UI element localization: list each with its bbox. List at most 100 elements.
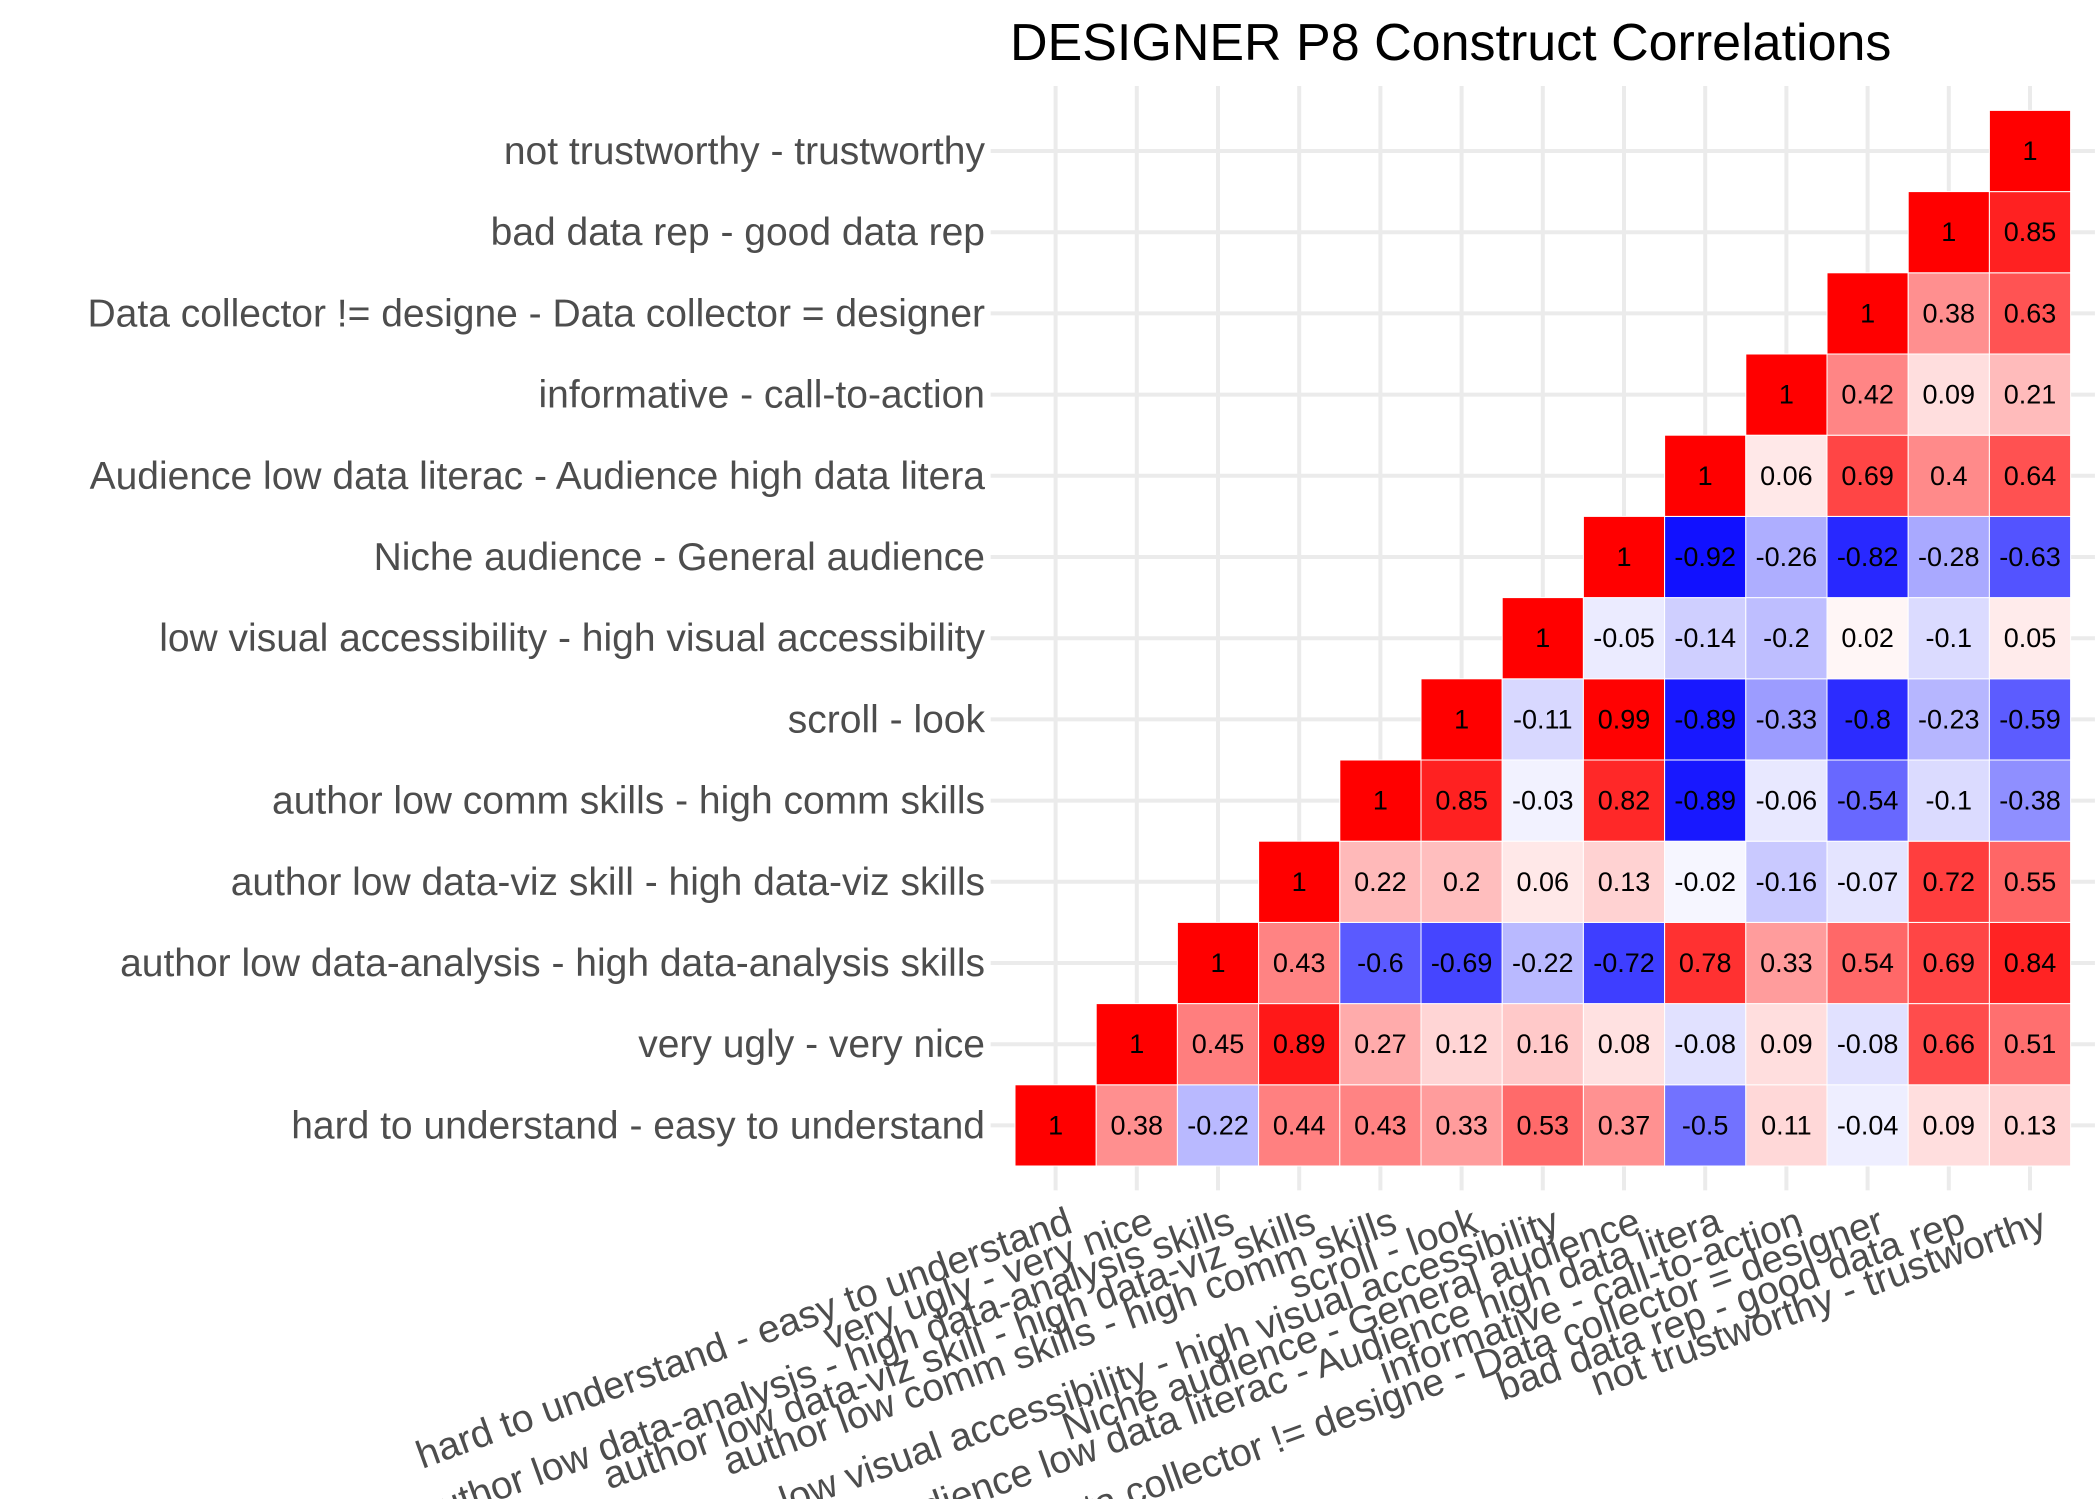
cell-value-label: 0.63 [2004, 298, 2057, 328]
y-axis-tick-labels: hard to understand - easy to understand v… [88, 130, 986, 1147]
heatmap-cell [1745, 515, 1828, 599]
cell-value-label: 0.51 [2004, 1029, 2057, 1059]
heatmap-cell [1988, 921, 2072, 1005]
heatmap-cell [1420, 759, 1503, 842]
cell-value-label: 0.45 [1192, 1029, 1245, 1059]
cell-value-label: 0.44 [1273, 1110, 1326, 1140]
heatmap-cell [1826, 434, 1909, 517]
cell-value-label: -0.1 [1926, 623, 1973, 653]
heatmap-cell [1988, 434, 2072, 517]
heatmap-cell [1664, 840, 1747, 923]
cell-value-label: -0.22 [1187, 1110, 1249, 1140]
cell-value-label: -0.11 [1513, 704, 1573, 734]
y-tick-label: author low data-analysis - high data-ana… [120, 942, 985, 985]
cell-value-label: -0.14 [1674, 623, 1736, 653]
cell-value-label: 0.08 [1598, 1029, 1651, 1059]
heatmap-cell [1826, 272, 1909, 355]
cell-value-label: 0.55 [2004, 867, 2057, 897]
heatmap-cell [1745, 353, 1828, 436]
cell-value-label: 0.13 [1598, 867, 1651, 897]
heatmap-cell [1826, 1084, 1909, 1167]
cell-value-label: -0.5 [1682, 1110, 1729, 1140]
cell-value-label: 0.69 [1841, 461, 1894, 491]
heatmap-cell [1176, 1003, 1260, 1086]
heatmap-cell [1501, 840, 1584, 923]
heatmap-cell [1745, 840, 1828, 923]
cell-value-label: -0.26 [1756, 542, 1818, 572]
heatmap-cell [1664, 921, 1747, 1005]
cell-value-label: -0.23 [1918, 704, 1980, 734]
cell-value-label: -0.05 [1593, 623, 1655, 653]
heatmap-cell [1095, 1003, 1178, 1086]
cell-labels: 1 0.38 -0.22 0.44 0.43 0.33 0.53 0.37 -0.5 0.11 -0… [1048, 136, 2061, 1140]
cell-value-label: -0.72 [1593, 948, 1655, 978]
heatmap-cell [1258, 1084, 1341, 1167]
heatmap-cell [1745, 759, 1828, 842]
heatmap-cell [1420, 1084, 1503, 1167]
heatmap-cell [1988, 678, 2072, 761]
cell-value-label: 0.33 [1435, 1110, 1488, 1140]
cell-value-label: -0.92 [1674, 542, 1736, 572]
y-tick-label: very ugly - very nice [638, 1023, 985, 1066]
cell-value-label: 0.21 [2004, 380, 2057, 410]
heatmap-cell [1988, 353, 2072, 436]
cell-value-label: 1 [1779, 380, 1794, 410]
cell-value-label: 0.78 [1679, 948, 1732, 978]
heatmap-cell [1907, 434, 1990, 517]
heatmap-cell [1907, 597, 1990, 680]
heatmap-cell [1664, 1003, 1747, 1086]
heatmap-cell [1420, 678, 1503, 761]
y-tick-label: Data collector != designe - Data collect… [88, 292, 985, 335]
heatmap-cell [1988, 597, 2072, 680]
cell-value-label: 0.37 [1598, 1110, 1651, 1140]
cell-value-label: 0.11 [1761, 1110, 1812, 1140]
heatmap-cells [1014, 109, 2072, 1167]
cell-value-label: 0.22 [1354, 867, 1407, 897]
heatmap-cell [1826, 1003, 1909, 1086]
cell-value-label: -0.33 [1756, 704, 1818, 734]
heatmap-cell [1826, 759, 1909, 842]
cell-value-label: -0.06 [1756, 786, 1818, 816]
heatmap-cell [1826, 840, 1909, 923]
cell-value-label: 0.13 [2004, 1110, 2057, 1140]
cell-value-label: 0.43 [1354, 1110, 1407, 1140]
heatmap-cell [1420, 921, 1503, 1005]
heatmap-cell [1501, 1003, 1584, 1086]
cell-value-label: 0.09 [1923, 380, 1976, 410]
cell-value-label: -0.89 [1674, 704, 1736, 734]
cell-value-label: 0.99 [1598, 704, 1651, 734]
heatmap-cell [1907, 191, 1990, 274]
heatmap-cell [1826, 921, 1909, 1005]
heatmap-cell [1582, 840, 1666, 923]
cell-value-label: -0.07 [1837, 867, 1899, 897]
cell-value-label: 1 [1616, 542, 1631, 572]
y-tick-label: author low data-viz skill - high data-vi… [231, 861, 985, 904]
cell-value-label: 0.4 [1930, 461, 1968, 491]
heatmap-cell [1745, 597, 1828, 680]
cell-value-label: 0.54 [1841, 948, 1894, 978]
cell-value-label: 1 [1698, 461, 1713, 491]
heatmap-cell [1176, 1084, 1260, 1167]
heatmap-cell [1664, 759, 1747, 842]
cell-value-label: 1 [1860, 298, 1875, 328]
cell-value-label: -0.8 [1844, 704, 1891, 734]
heatmap-cell [1339, 1003, 1422, 1086]
cell-value-label: 0.85 [1435, 786, 1488, 816]
cell-value-label: 0.33 [1760, 948, 1813, 978]
cell-value-label: -0.08 [1674, 1029, 1736, 1059]
cell-value-label: 0.05 [2004, 623, 2057, 653]
heatmap-cell [1582, 515, 1666, 599]
heatmap-cell [1907, 515, 1990, 599]
heatmap-cell [1582, 678, 1666, 761]
cell-value-label: 0.16 [1517, 1029, 1570, 1059]
cell-value-label: 0.38 [1111, 1110, 1164, 1140]
heatmap-cell [1907, 272, 1990, 355]
cell-value-label: 0.89 [1273, 1029, 1326, 1059]
heatmap-cell [1095, 1084, 1178, 1167]
cell-value-label: 1 [1129, 1029, 1144, 1059]
cell-value-label: -0.08 [1837, 1029, 1899, 1059]
heatmap-cell [1907, 678, 1990, 761]
heatmap-cell [1501, 597, 1584, 680]
heatmap-cell [1664, 434, 1747, 517]
